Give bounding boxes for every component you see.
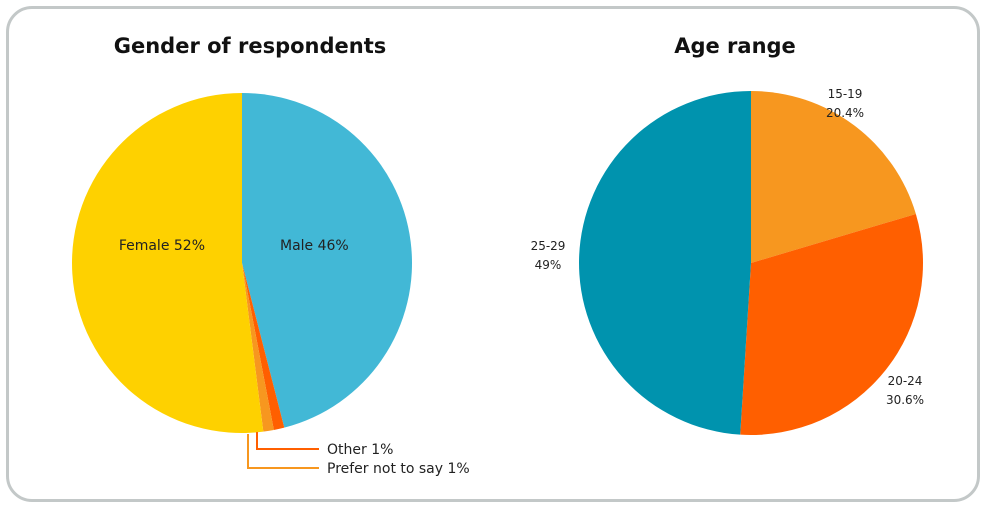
leader-line-prefer-not <box>247 434 319 469</box>
age-value-25-29: 49% <box>535 258 562 272</box>
age-label-20-24: 20-24 <box>888 374 923 388</box>
age-chart-title: Age range <box>674 34 796 58</box>
age-slice-20-24 <box>740 213 924 435</box>
gender-label-female: Female 52% <box>119 238 205 254</box>
gender-pie <box>72 93 413 433</box>
age-slice-25-29 <box>579 91 751 435</box>
gender-label-male: Male 46% <box>280 238 349 254</box>
gender-slice-female <box>72 93 264 433</box>
gender-slice-male <box>242 93 413 428</box>
age-label-25-29: 25-29 <box>531 239 566 253</box>
age-value-15-19: 20.4% <box>826 106 864 120</box>
gender-slice-other <box>242 263 285 430</box>
gender-slice-prefer <box>242 263 274 432</box>
age-value-20-24: 30.6% <box>886 393 924 407</box>
gender-label-prefer-not: Prefer not to say 1% <box>327 461 470 477</box>
gender-label-other: Other 1% <box>327 442 393 458</box>
age-pie <box>579 90 924 435</box>
gender-chart-title: Gender of respondents <box>113 34 387 58</box>
age-slice-15-19 <box>751 90 916 263</box>
leader-line-other <box>256 432 319 450</box>
age-label-15-19: 15-19 <box>828 87 863 101</box>
